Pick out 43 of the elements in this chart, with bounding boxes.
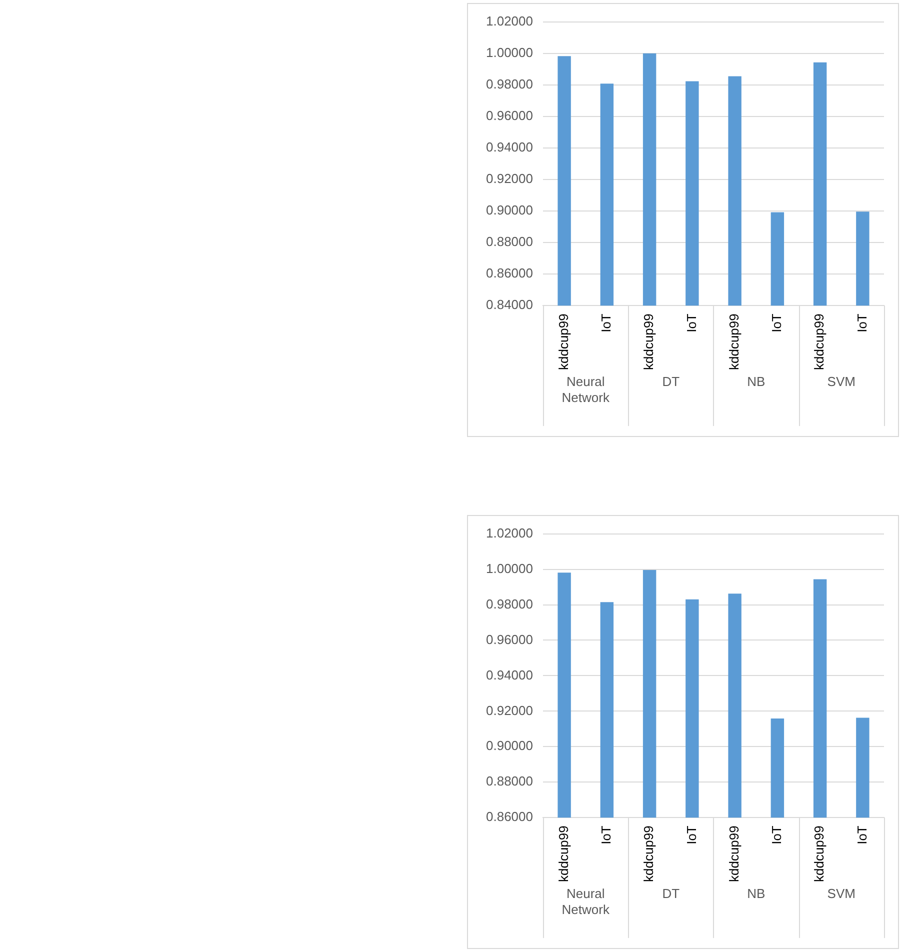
y-tick-label: 0.92000 <box>486 171 533 186</box>
y-tick-label: 0.94000 <box>486 667 533 682</box>
text: Neural Network <box>562 886 610 918</box>
x-tick-label: kddcup99 <box>556 826 571 882</box>
y-tick-label: 0.94000 <box>486 140 533 155</box>
x-tick-label: kddcup99 <box>726 826 742 882</box>
text: DT <box>662 374 680 390</box>
x-tick-label: kddcup99 <box>726 314 742 370</box>
y-tick-label: 0.98000 <box>486 596 533 612</box>
y-tick-label: 0.88000 <box>486 234 533 250</box>
text: NB <box>747 374 766 390</box>
y-tick-label: 0.88000 <box>486 774 533 789</box>
text: DT <box>662 886 680 902</box>
y-tick-label: 1.00000 <box>486 44 533 60</box>
y-tick-label: 0.86000 <box>486 809 533 824</box>
y-tick-label: 1.02000 <box>486 525 533 540</box>
x-tick-label: IoT <box>854 314 870 332</box>
text: NB <box>747 886 766 902</box>
x-tick-label: kddcup99 <box>812 826 827 882</box>
y-tick-label: 0.96000 <box>486 632 533 647</box>
x-tick-label: IoT <box>854 826 870 844</box>
x-tick-label: kddcup99 <box>812 314 827 370</box>
x-tick-label: IoT <box>684 314 699 332</box>
x-tick-label: IoT <box>598 314 614 332</box>
x-tick-label: IoT <box>769 826 784 844</box>
text: SVM <box>827 374 856 390</box>
y-tick-label: 0.92000 <box>486 702 533 718</box>
y-tick-label: 0.90000 <box>486 738 533 754</box>
y-tick-label: 0.84000 <box>486 297 533 312</box>
y-tick-label: 0.98000 <box>486 76 533 92</box>
x-tick-label: IoT <box>769 314 784 332</box>
y-tick-label: 0.96000 <box>486 108 533 123</box>
y-tick-label: 1.00000 <box>486 560 533 576</box>
y-tick-label: 0.90000 <box>486 202 533 218</box>
x-tick-label: kddcup99 <box>556 314 571 370</box>
y-tick-label: 0.86000 <box>486 266 533 281</box>
x-tick-label: kddcup99 <box>641 826 656 882</box>
x-tick-label: IoT <box>598 826 614 844</box>
x-tick-label: IoT <box>684 826 699 844</box>
text: SVM <box>827 886 856 902</box>
x-tick-label: kddcup99 <box>641 314 656 370</box>
y-tick-label: 1.02000 <box>486 13 533 28</box>
text: Neural Network <box>562 374 610 406</box>
